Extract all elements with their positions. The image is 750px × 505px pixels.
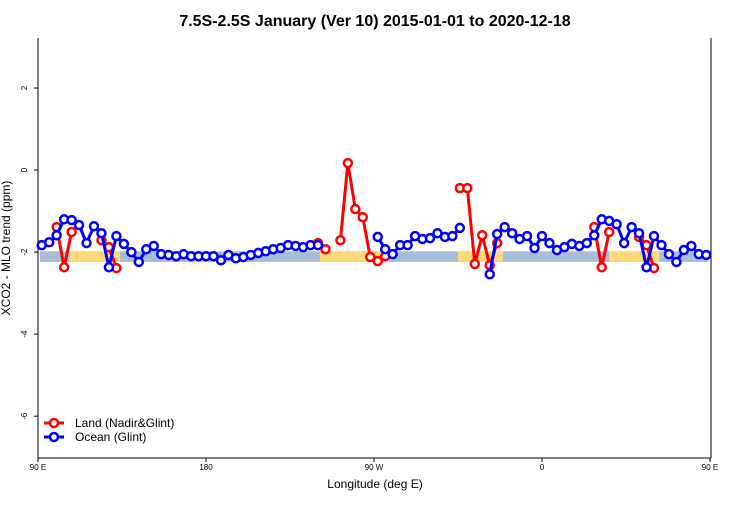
data-point: [648, 230, 660, 242]
data-point: [103, 262, 115, 273]
series-layer: [36, 157, 712, 280]
x-tick-label: 90 W: [365, 463, 384, 472]
y-axis-label: XCO2 - MLO trend (ppm): [0, 181, 13, 316]
data-point: [96, 227, 107, 239]
data-point: [66, 226, 77, 238]
data-point: [701, 249, 712, 261]
data-point: [111, 230, 122, 242]
data-point: [320, 243, 331, 255]
data-point: [469, 258, 481, 270]
data-point: [641, 262, 652, 273]
data-point: [536, 230, 548, 242]
data-point: [671, 256, 682, 268]
data-point: [335, 234, 346, 246]
data-point: [215, 255, 227, 266]
data-point: [372, 255, 383, 267]
data-point: [350, 203, 361, 215]
data-point: [589, 230, 600, 241]
data-point: [686, 240, 697, 252]
data-point: [118, 238, 130, 250]
data-point: [424, 232, 436, 244]
legend-land-marker: [48, 417, 60, 429]
y-tick-label: -2: [20, 248, 29, 256]
data-point: [357, 211, 369, 223]
data-point: [208, 250, 219, 262]
y-tick-label: -4: [20, 330, 29, 338]
legend-land-label: Land (Nadir&Glint): [75, 416, 174, 430]
data-point: [477, 230, 488, 241]
data-point: [387, 248, 398, 260]
data-point: [633, 227, 645, 239]
data-point: [342, 157, 354, 169]
data-point: [544, 237, 555, 249]
land-band-segment: [609, 251, 660, 262]
data-point: [506, 227, 518, 239]
data-point: [365, 251, 376, 263]
data-point: [43, 237, 55, 248]
data-point: [447, 230, 458, 242]
data-point: [596, 262, 607, 273]
data-point: [58, 262, 70, 273]
legend-ocean-marker: [48, 431, 60, 443]
data-point: [656, 239, 667, 251]
land-band-segment: [458, 251, 503, 262]
data-point: [499, 221, 510, 233]
x-tick-label: 180: [199, 463, 213, 472]
chart-title: 7.5S-2.5S January (Ver 10) 2015-01-01 to…: [179, 13, 570, 30]
data-point: [454, 222, 466, 234]
data-point: [148, 240, 159, 252]
legend: Land (Nadir&Glint) Ocean (Glint): [44, 416, 174, 444]
data-point: [73, 219, 85, 231]
data-point: [402, 239, 413, 251]
data-point: [462, 182, 473, 194]
data-point: [51, 230, 62, 241]
data-point: [678, 244, 690, 256]
x-tick-label: 90 E: [30, 463, 46, 472]
data-point: [663, 248, 675, 260]
x-axis-label: Longitude (deg E): [327, 477, 422, 491]
data-point: [521, 230, 533, 242]
data-point: [133, 256, 145, 268]
y-tick-label: 0: [20, 167, 29, 172]
data-point: [312, 239, 324, 251]
data-point: [81, 237, 92, 249]
data-point: [626, 221, 637, 233]
data-point: [126, 246, 137, 258]
y-tick-label: -6: [20, 412, 29, 420]
data-point: [603, 226, 615, 238]
x-tick-label: 0: [540, 463, 545, 472]
x-tick-label: 90 E: [702, 463, 718, 472]
data-point: [66, 214, 77, 226]
data-point: [484, 269, 495, 280]
data-point: [491, 228, 503, 240]
land-band-segment: [69, 251, 121, 262]
data-point: [581, 237, 593, 249]
ocean-series: [36, 214, 712, 280]
data-point: [372, 231, 383, 243]
data-point: [379, 243, 391, 255]
data-point: [618, 237, 630, 249]
y-tick-label: 2: [20, 85, 29, 90]
data-point: [529, 242, 540, 254]
data-point: [611, 218, 622, 230]
land-band-segment: [319, 251, 389, 262]
data-point: [88, 221, 100, 232]
legend-ocean-label: Ocean (Glint): [75, 430, 146, 444]
